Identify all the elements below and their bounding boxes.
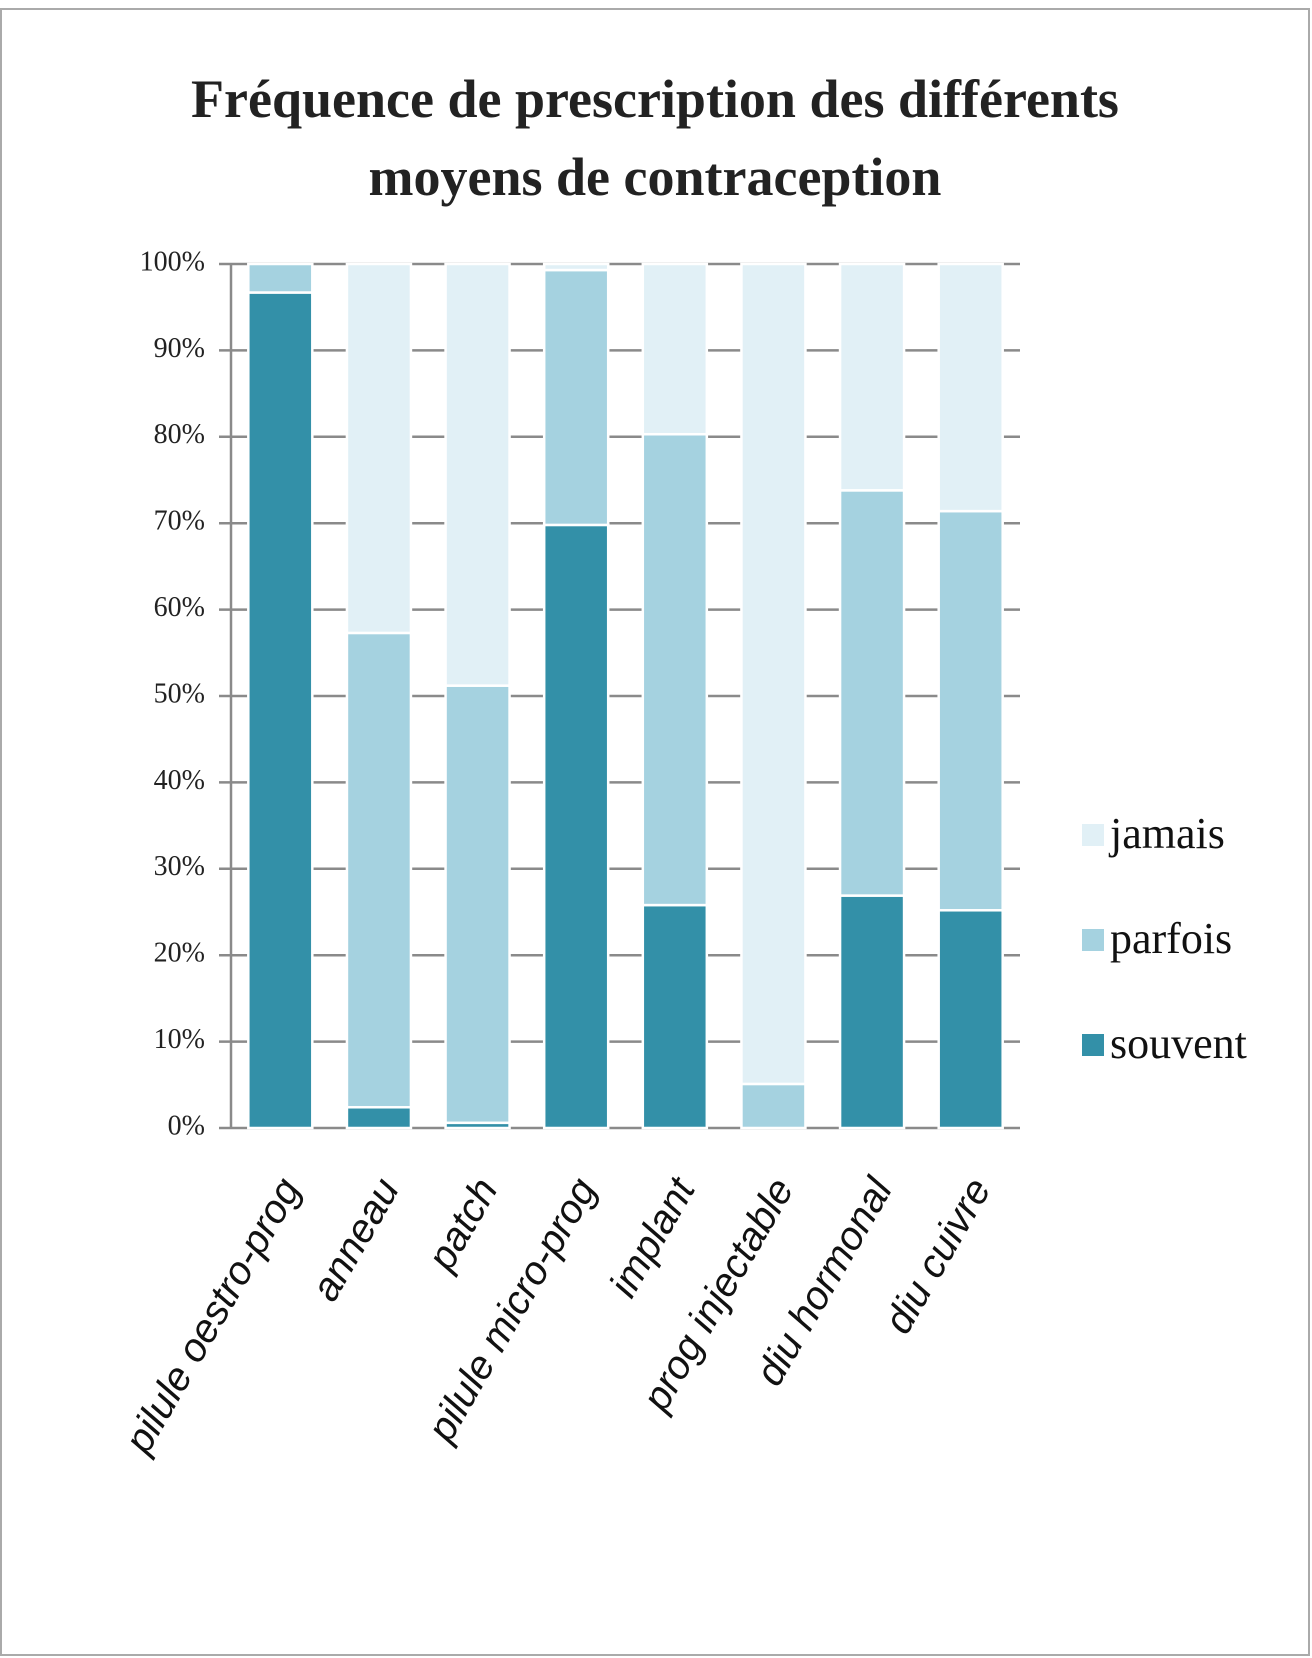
y-tick-label: 0% [168, 1110, 205, 1141]
y-tick-label: 10% [154, 1024, 205, 1055]
legend-swatch [1082, 1034, 1104, 1056]
bar-segment [740, 262, 807, 1086]
y-tick-label: 20% [154, 938, 205, 969]
frame [0, 8, 1310, 1656]
y-tick-label: 30% [154, 851, 205, 882]
bar-segment [542, 523, 610, 1130]
legend-swatch [1082, 929, 1104, 951]
bar-segment [838, 894, 906, 1130]
bar-segment [641, 432, 709, 907]
x-tick-label: implant [601, 1169, 705, 1304]
bar-segment [542, 268, 610, 527]
bar-segment [740, 1082, 807, 1130]
bar-segment [247, 262, 314, 294]
bar-segment [542, 262, 610, 272]
y-tick-label: 50% [154, 678, 205, 709]
bar-segment [444, 684, 511, 1125]
bar-segment [345, 1106, 413, 1130]
bar-segment [838, 489, 906, 897]
bar-segment [641, 903, 709, 1130]
bar-segment [247, 291, 314, 1130]
y-tick-label: 100% [140, 246, 205, 277]
bar-segment [641, 262, 709, 436]
legend-label: souvent [1110, 1019, 1247, 1068]
x-tick-label: anneau [303, 1171, 408, 1309]
y-tick-label: 40% [154, 765, 205, 796]
y-tick-label: 80% [154, 419, 205, 450]
bar-segment [345, 631, 413, 1109]
bar-segment [937, 509, 1004, 912]
chart-title: Fréquence de prescription des différents… [191, 69, 1119, 207]
y-tick-label: 90% [154, 333, 205, 364]
y-tick-label: 60% [154, 592, 205, 623]
bar-segment [937, 909, 1004, 1130]
y-tick-label: 70% [154, 506, 205, 537]
legend-label: jamais [1108, 809, 1225, 858]
x-tick-label: patch [419, 1171, 507, 1279]
legend-swatch [1082, 824, 1104, 846]
x-tick-label: pilule oestro-prog [116, 1171, 309, 1462]
bar-segment [345, 262, 413, 635]
bar-segment [838, 262, 906, 492]
bar-segment [444, 262, 511, 687]
legend-label: parfois [1110, 914, 1232, 963]
bar-segment [937, 262, 1004, 513]
